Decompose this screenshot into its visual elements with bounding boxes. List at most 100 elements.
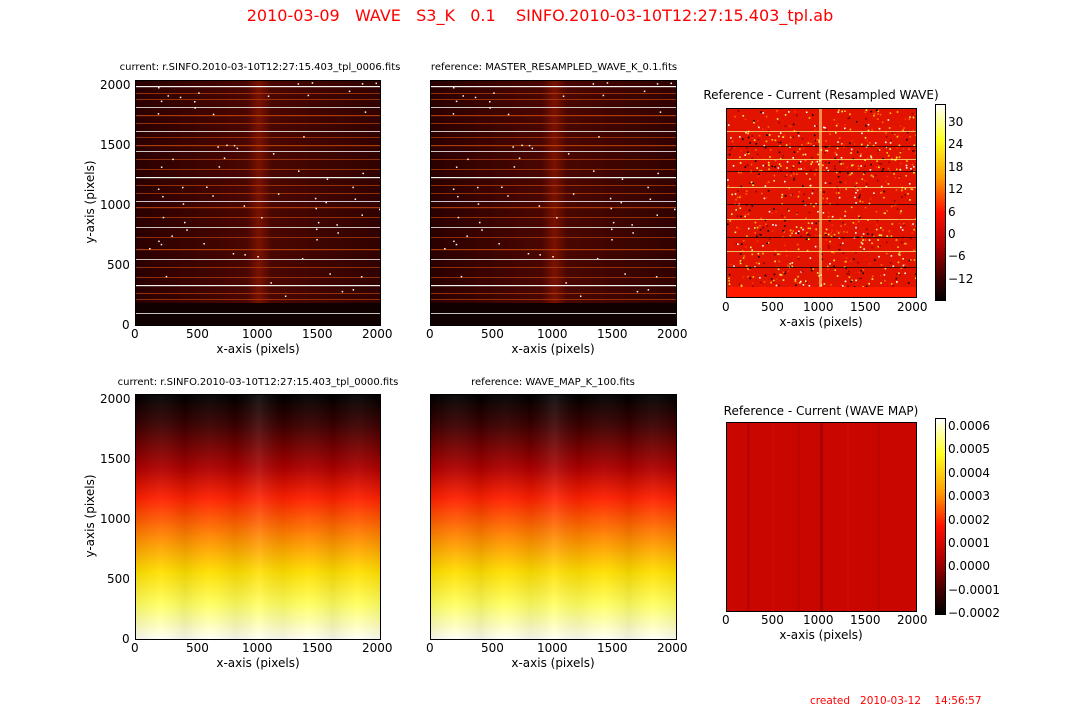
noise-pixel-mark [827,215,830,218]
noise-pixel-mark [802,147,805,150]
noise-pixel-mark [836,275,839,277]
noise-pixel-mark [909,259,912,261]
hot-pixel-mark [316,228,318,231]
noise-pixel-mark [739,136,741,138]
noise-pixel-mark [803,167,806,170]
noise-pixel-mark [899,150,902,153]
noise-pixel-mark [876,179,879,182]
arc-line-mark [431,151,676,152]
noise-pixel-mark [890,235,893,238]
noise-pixel-mark [847,117,849,120]
noise-pixel-mark [905,175,907,177]
noise-pixel-mark [842,221,844,224]
panel-2-image [430,80,677,326]
noise-pixel-mark [762,252,764,255]
noise-pixel-mark [817,153,819,156]
noise-pixel-mark [809,234,811,237]
panel-4-ytick: 2000 [100,392,131,406]
noise-pixel-mark [747,268,749,270]
noise-pixel-mark [809,257,812,259]
noise-pixel-mark [780,274,783,276]
hot-pixel-mark [518,157,521,159]
noise-pixel-mark [902,222,905,225]
noise-pixel-mark [858,271,860,274]
panel-4-xtick: 1000 [242,641,273,655]
noise-pixel-mark [833,252,835,254]
noise-pixel-mark [845,260,847,263]
noise-pixel-mark [835,124,838,127]
noise-pixel-mark [844,181,847,184]
noise-pixel-mark [845,166,848,169]
noise-pixel-mark [834,269,837,271]
hot-pixel-mark [598,136,600,138]
noise-pixel-mark [895,189,898,191]
noise-pixel-mark [756,240,759,242]
hot-pixel-mark [489,101,491,103]
panel-1-xtick: 500 [186,327,209,341]
noise-pixel-mark [852,164,854,166]
noise-pixel-mark [828,162,830,164]
noise-pixel-mark [835,132,837,134]
hot-pixel-mark [452,113,455,115]
noise-pixel-mark [845,188,847,190]
noise-pixel-mark [775,284,778,287]
noise-pixel-mark [764,164,767,167]
hot-pixel-mark [512,146,514,148]
noise-pixel-mark [905,167,908,169]
noise-pixel-mark [827,244,830,247]
noise-pixel-mark [876,224,878,226]
noise-pixel-mark [795,114,798,117]
noise-pixel-mark [740,284,743,287]
noise-pixel-mark [827,233,830,236]
noise-pixel-mark [757,125,759,127]
noise-pixel-mark [796,173,798,175]
noise-pixel-mark [738,162,741,165]
noise-pixel-mark [740,172,743,174]
noise-pixel-mark [797,257,800,260]
arc-line-mark [431,93,676,94]
noise-pixel-mark [901,229,904,231]
noise-pixel-mark [887,167,890,170]
noise-pixel-mark [888,127,891,129]
noise-pixel-mark [815,145,817,147]
noise-pixel-mark [802,228,804,231]
noise-pixel-mark [768,181,770,183]
noise-pixel-mark [800,226,803,229]
noise-pixel-mark [750,163,753,166]
noise-pixel-mark [801,270,804,273]
residual-column-mark [819,109,822,287]
panel-3-xtick: 0 [722,300,730,314]
noise-pixel-mark [834,168,836,170]
arc-line-mark [136,217,380,218]
noise-pixel-mark [762,112,764,114]
panel-4-xtick: 2000 [362,641,393,655]
hot-pixel-mark [649,198,652,200]
noise-pixel-mark [794,278,797,281]
noise-pixel-mark [742,115,745,117]
noise-pixel-mark [857,220,860,223]
noise-pixel-mark [859,188,862,190]
noise-pixel-mark [796,243,799,246]
noise-pixel-mark [774,253,776,256]
arc-line-mark [136,159,380,160]
panel-6-xtick: 2000 [897,613,928,627]
noise-pixel-mark [766,182,769,184]
noise-pixel-mark [740,185,743,188]
noise-pixel-mark [738,227,740,230]
noise-pixel-mark [822,212,825,214]
hot-pixel-mark [179,96,182,99]
noise-pixel-mark [885,252,888,255]
noise-pixel-mark [889,112,892,114]
hot-pixel-mark [232,253,235,255]
arc-line-mark [136,267,380,268]
hot-pixel-mark [552,256,554,258]
arc-line-mark [431,249,676,251]
arc-line-mark [431,293,676,294]
noise-pixel-mark [864,159,866,161]
arc-line-mark [136,293,380,294]
hot-pixel-mark [182,203,185,205]
noise-pixel-mark [888,161,890,164]
noise-pixel-mark [895,156,898,159]
noise-pixel-mark [736,196,739,199]
noise-pixel-mark [850,206,853,209]
